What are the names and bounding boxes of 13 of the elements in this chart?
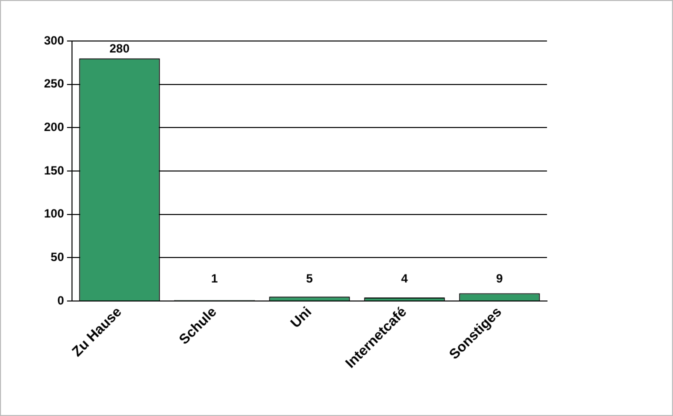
data-label: 280 <box>110 42 130 56</box>
data-label: 4 <box>401 271 408 286</box>
y-tick-label: 300 <box>44 33 64 48</box>
data-label: 1 <box>211 271 218 286</box>
y-tick-label: 100 <box>44 206 64 221</box>
x-tick-label: Uni <box>287 303 314 331</box>
y-tick-label: 250 <box>44 76 64 91</box>
data-label: 9 <box>496 271 504 286</box>
y-tick-label: 0 <box>57 293 64 308</box>
y-tick-label: 50 <box>50 250 64 264</box>
y-tick-label: 150 <box>44 163 64 178</box>
data-label: 5 <box>306 271 314 286</box>
y-tick-label: 200 <box>44 120 64 134</box>
